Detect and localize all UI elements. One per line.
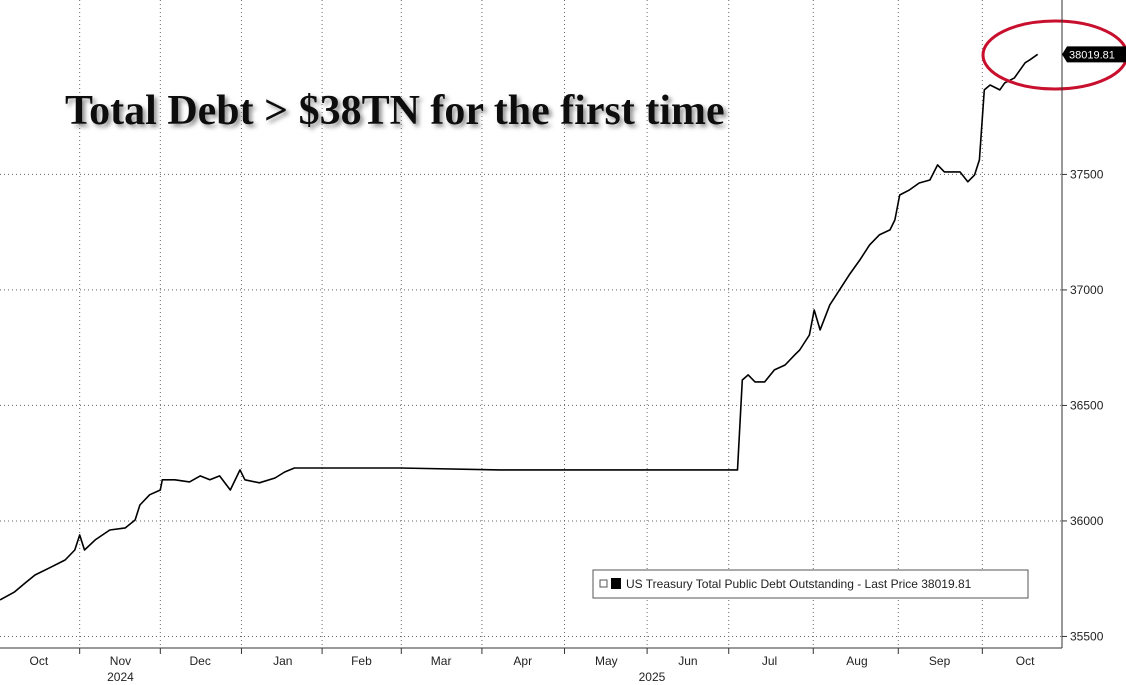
x-tick-label: Feb xyxy=(351,654,372,668)
legend-toggle xyxy=(599,579,608,588)
x-tick-label: Jan xyxy=(273,654,292,668)
x-tick-label: Jul xyxy=(762,654,777,668)
x-tick-label: Apr xyxy=(513,654,532,668)
x-tick-label: Oct xyxy=(30,654,49,668)
y-tick-label: 36500 xyxy=(1070,398,1104,412)
year-label: 2024 xyxy=(107,670,134,684)
legend-box xyxy=(592,569,1029,599)
y-tick-label: 37500 xyxy=(1070,167,1104,181)
x-tick-label: Jun xyxy=(678,654,697,668)
x-tick-label: Oct xyxy=(1016,654,1035,668)
grid xyxy=(0,0,1062,648)
y-tick-label: 36000 xyxy=(1070,514,1104,528)
legend-swatch xyxy=(611,578,621,589)
y-tick-label: 37000 xyxy=(1070,283,1104,297)
highlight-circle xyxy=(981,19,1126,91)
x-tick-label: Mar xyxy=(431,654,452,668)
x-tick-label: Sep xyxy=(929,654,951,668)
year-label: 2025 xyxy=(639,670,666,684)
x-tick-label: Nov xyxy=(110,654,131,668)
x-tick-label: Aug xyxy=(846,654,867,668)
price-tag-bg xyxy=(1062,46,1126,63)
series-line xyxy=(0,53,1039,601)
legend-label: US Treasury Total Public Debt Outstandin… xyxy=(626,577,972,591)
price-tag: 38019.81 xyxy=(1069,49,1115,61)
plot xyxy=(0,53,1039,601)
y-tick-label: 35500 xyxy=(1070,629,1104,643)
x-tick-label: May xyxy=(595,654,618,668)
x-tick-label: Dec xyxy=(189,654,210,668)
chart-title: Total Debt > $38TN for the first time xyxy=(65,88,725,134)
